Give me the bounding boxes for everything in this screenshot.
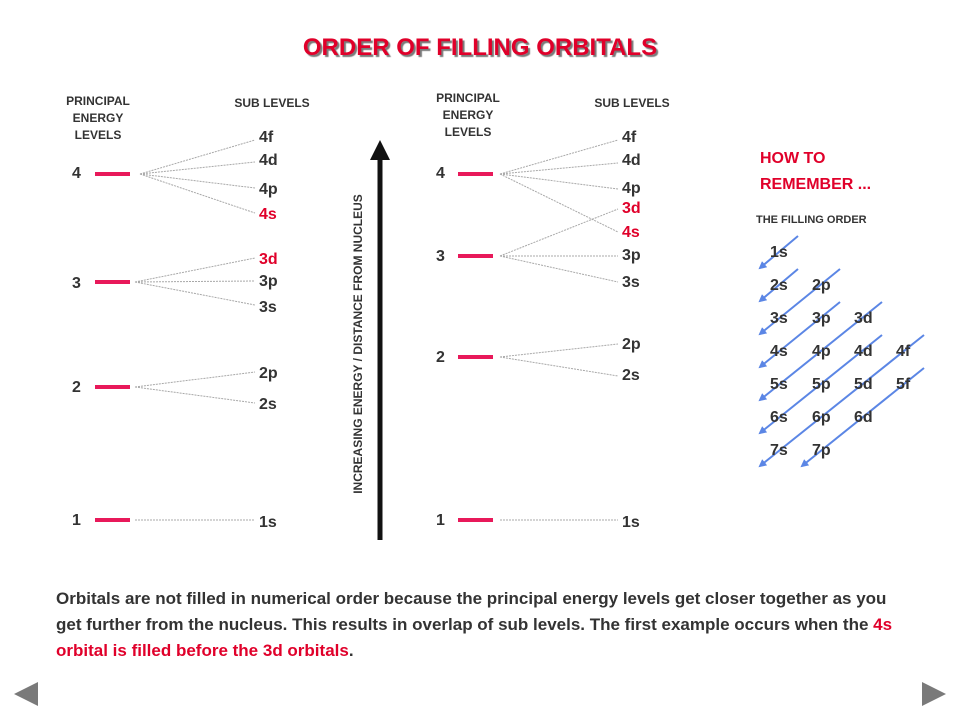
filling-order-cell-6s: 6s	[770, 409, 788, 426]
left-sub-levels-header: SUB LEVELS	[234, 96, 310, 110]
right-sublevel-4d: 4d	[622, 152, 641, 169]
right-sublevel-connector	[499, 139, 619, 175]
howto-heading-line: HOW TO	[760, 150, 826, 167]
right-sublevel-4p: 4p	[622, 180, 641, 197]
left-principal-line: LEVELS	[74, 128, 122, 142]
filling-order-arrow	[758, 268, 799, 303]
right-sublevel-3s: 3s	[622, 274, 640, 291]
left-sublevel-2p: 2p	[259, 365, 278, 382]
left-sublevel-4f: 4f	[259, 129, 274, 146]
right-level-3-label: 3	[436, 248, 445, 265]
explanation-text-main: Orbitals are not filled in numerical ord…	[56, 589, 887, 634]
filling-order-cell-5d: 5d	[854, 376, 873, 393]
right-sublevel-connector	[499, 343, 619, 358]
right-sublevel-connector	[499, 173, 619, 190]
left-sublevel-3p: 3p	[259, 273, 278, 290]
left-sublevel-connector	[134, 386, 256, 404]
filling-order-cell-4p: 4p	[812, 343, 831, 360]
filling-order-cell-6d: 6d	[854, 409, 873, 426]
right-level-4-label: 4	[436, 165, 445, 182]
left-sublevel-connector	[134, 280, 256, 283]
left-sublevel-3s: 3s	[259, 299, 277, 316]
right-level-2-label: 2	[436, 349, 445, 366]
filling-order-cell-6p: 6p	[812, 409, 831, 426]
left-sublevel-connector	[139, 139, 256, 175]
filling-order-cell-1s: 1s	[770, 244, 788, 261]
filling-order-arrow	[800, 367, 925, 468]
filling-order-arrow	[758, 301, 841, 369]
triangle-right-icon[interactable]	[922, 682, 946, 706]
page-title: ORDER OF FILLING ORBITALS	[302, 34, 658, 61]
filling-order-cell-4d: 4d	[854, 343, 873, 360]
left-sublevel-connector	[139, 161, 256, 175]
filling-order-arrow	[758, 334, 925, 468]
right-sublevel-connector	[499, 173, 619, 233]
left-level-1-label: 1	[72, 512, 81, 529]
right-sublevel-connector	[499, 356, 619, 377]
right-sublevel-connector	[499, 208, 619, 257]
right-principal-line: PRINCIPAL	[436, 91, 500, 105]
left-principal-line: PRINCIPAL	[66, 94, 130, 108]
filling-order-arrow	[758, 334, 883, 435]
left-level-2-label: 2	[72, 379, 81, 396]
explanation-text-end: .	[348, 641, 354, 660]
up-arrow-icon	[370, 140, 390, 160]
filling-order-arrow	[758, 301, 883, 402]
filling-order-title: THE FILLING ORDER	[756, 214, 867, 226]
filling-order-cell-4s: 4s	[770, 343, 788, 360]
filling-order-cell-5f: 5f	[896, 376, 911, 393]
filling-order-cell-4f: 4f	[896, 343, 911, 360]
right-principal-line: LEVELS	[444, 125, 492, 139]
filling-order-cell-7p: 7p	[812, 442, 831, 459]
filling-order-cell-5s: 5s	[770, 376, 788, 393]
right-sublevel-connector	[499, 162, 619, 175]
right-sublevel-2p: 2p	[622, 336, 641, 353]
left-level-3-label: 3	[72, 275, 81, 292]
left-sublevel-4p: 4p	[259, 181, 278, 198]
left-sublevel-connector	[139, 173, 256, 189]
filling-order-arrow	[758, 268, 841, 336]
how-to-remember-heading: HOW TO REMEMBER ...	[760, 146, 940, 198]
filling-order-cell-3d: 3d	[854, 310, 873, 327]
filling-order-cell-3p: 3p	[812, 310, 831, 327]
left-sublevel-4d: 4d	[259, 152, 278, 169]
right-sublevel-4s: 4s	[622, 224, 640, 241]
left-sublevel-4s: 4s	[259, 206, 277, 223]
left-sublevel-connector	[134, 281, 256, 306]
filling-order-cell-5p: 5p	[812, 376, 831, 393]
energy-axis-label: INCREASING ENERGY / DISTANCE FROM NUCLEU…	[351, 194, 365, 494]
triangle-left-icon[interactable]	[14, 682, 38, 706]
right-sublevel-connector	[499, 255, 619, 283]
right-level-1-label: 1	[436, 512, 445, 529]
right-sublevel-2s: 2s	[622, 367, 640, 384]
right-sublevel-3p: 3p	[622, 247, 641, 264]
left-principal-line: ENERGY	[72, 111, 124, 125]
left-level-4-label: 4	[72, 165, 81, 182]
filling-order-cell-3s: 3s	[770, 310, 788, 327]
right-sublevel-3d: 3d	[622, 200, 641, 217]
left-sublevel-3d: 3d	[259, 251, 278, 268]
left-sublevel-connector	[139, 173, 256, 214]
filling-order-cell-2p: 2p	[812, 277, 831, 294]
filling-order-arrow	[758, 235, 799, 270]
right-principal-header: PRINCIPAL ENERGY LEVELS	[428, 90, 508, 141]
explanation-text: Orbitals are not filled in numerical ord…	[56, 586, 906, 664]
right-sublevel-4f: 4f	[622, 129, 637, 146]
right-principal-line: ENERGY	[442, 108, 494, 122]
explanation-highlight: 4s orbital is filled before the 3d orbit…	[56, 615, 893, 660]
left-principal-header: PRINCIPAL ENERGY LEVELS	[58, 93, 138, 144]
filling-order-cell-7s: 7s	[770, 442, 788, 459]
right-sublevel-1s: 1s	[622, 514, 640, 531]
left-sublevel-connector	[134, 371, 256, 388]
left-sublevel-connector	[134, 257, 256, 283]
howto-heading-line: REMEMBER ...	[760, 176, 872, 193]
left-sublevel-1s: 1s	[259, 514, 277, 531]
left-sublevel-2s: 2s	[259, 396, 277, 413]
right-sub-levels-header: SUB LEVELS	[594, 96, 670, 110]
filling-order-cell-2s: 2s	[770, 277, 788, 294]
